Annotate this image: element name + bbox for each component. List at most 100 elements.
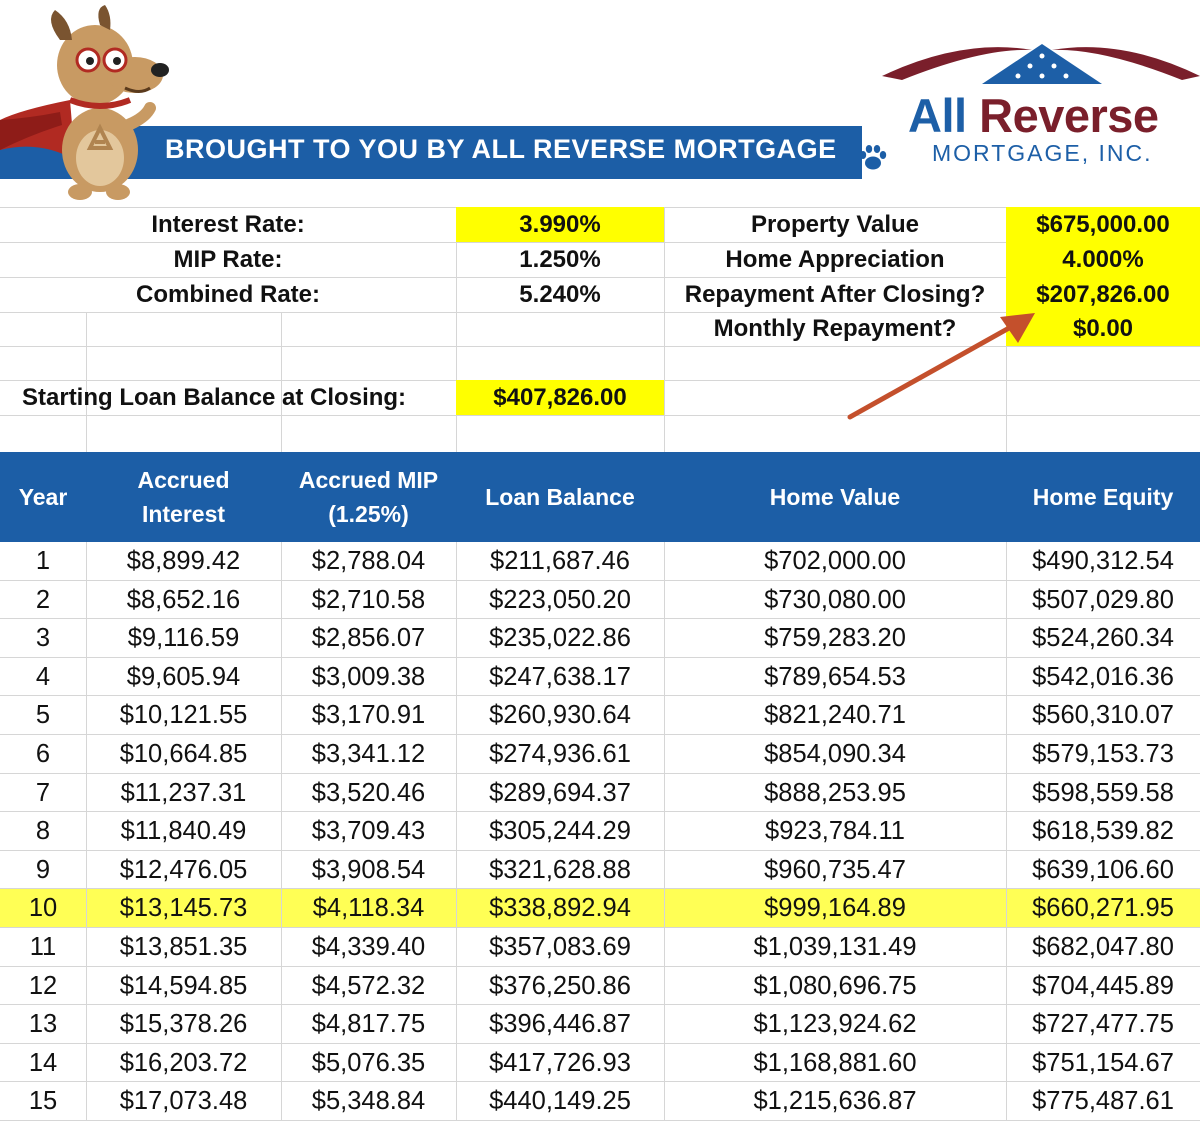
cell-year[interactable]: 11 bbox=[29, 933, 57, 961]
cell-loan-balance[interactable]: $417,726.93 bbox=[489, 1048, 631, 1077]
interest-rate-value[interactable]: 3.990% bbox=[519, 211, 601, 238]
cell-home-value[interactable]: $730,080.00 bbox=[764, 585, 906, 614]
table-row[interactable]: 7 $11,237.31 $3,520.46 $289,694.37 $888,253.… bbox=[0, 774, 1200, 813]
cell-home-value[interactable]: $1,168,881.60 bbox=[753, 1048, 917, 1077]
table-row[interactable]: 9 $12,476.05 $3,908.54 $321,628.88 $960,735.… bbox=[0, 851, 1200, 890]
table-row[interactable]: 12 $14,594.85 $4,572.32 $376,250.86 $1,080,6… bbox=[0, 967, 1200, 1006]
monthly-repayment-value[interactable]: $0.00 bbox=[1072, 315, 1134, 342]
cell-home-value[interactable]: $854,090.34 bbox=[764, 740, 906, 768]
cell-accrued-mip[interactable]: $5,076.35 bbox=[311, 1048, 426, 1077]
table-row[interactable]: 1 $8,899.42 $2,788.04 $211,687.46 $702,000.0… bbox=[0, 542, 1200, 581]
property-value-value[interactable]: $675,000.00 bbox=[1036, 211, 1170, 238]
cell-accrued-mip[interactable]: $3,908.54 bbox=[311, 855, 426, 884]
cell-loan-balance[interactable]: $321,628.88 bbox=[489, 855, 631, 884]
cell-accrued-mip[interactable]: $4,817.75 bbox=[311, 1010, 426, 1039]
cell-home-equity[interactable]: $579,153.73 bbox=[1032, 740, 1174, 768]
column-header-home-equity[interactable]: Home Equity bbox=[1032, 484, 1174, 510]
cell-accrued-mip[interactable]: $2,788.04 bbox=[311, 547, 426, 575]
cell-home-equity[interactable]: $507,029.80 bbox=[1032, 585, 1174, 614]
cell-loan-balance[interactable]: $247,638.17 bbox=[489, 662, 631, 691]
home-appreciation-value[interactable]: 4.000% bbox=[1062, 246, 1144, 273]
table-row[interactable]: 5 $10,121.55 $3,170.91 $260,930.64 $821,240.… bbox=[0, 696, 1200, 735]
cell-accrued-mip[interactable]: $4,118.34 bbox=[312, 894, 425, 923]
cell-accrued-interest[interactable]: $9,116.59 bbox=[127, 624, 240, 653]
cell-accrued-interest[interactable]: $13,145.73 bbox=[119, 894, 248, 923]
cell-home-equity[interactable]: $682,047.80 bbox=[1032, 933, 1174, 961]
column-header-home-value[interactable]: Home Value bbox=[769, 484, 901, 510]
cell-accrued-interest[interactable]: $14,594.85 bbox=[119, 971, 248, 1000]
cell-year[interactable]: 1 bbox=[35, 547, 51, 575]
cell-home-value[interactable]: $960,735.47 bbox=[764, 855, 906, 884]
table-row[interactable]: 8 $11,840.49 $3,709.43 $305,244.29 $923,784.… bbox=[0, 812, 1200, 851]
cell-year[interactable]: 10 bbox=[28, 894, 58, 923]
cell-accrued-interest[interactable]: $17,073.48 bbox=[119, 1087, 248, 1116]
cell-year[interactable]: 13 bbox=[28, 1010, 58, 1039]
cell-home-equity[interactable]: $490,312.54 bbox=[1032, 547, 1174, 575]
cell-year[interactable]: 15 bbox=[28, 1087, 58, 1116]
cell-accrued-interest[interactable]: $9,605.94 bbox=[126, 662, 241, 691]
cell-year[interactable]: 6 bbox=[35, 740, 51, 768]
combined-rate-value[interactable]: 5.240% bbox=[519, 281, 601, 308]
cell-accrued-mip[interactable]: $3,009.38 bbox=[311, 662, 426, 691]
table-row[interactable]: 10 $13,145.73 $4,118.34 $338,892.94 $999,164… bbox=[0, 889, 1200, 928]
table-row[interactable]: 13 $15,378.26 $4,817.75 $396,446.87 $1,123,9… bbox=[0, 1005, 1200, 1044]
cell-accrued-mip[interactable]: $3,170.91 bbox=[311, 701, 426, 730]
column-header-accrued-interest[interactable]: Accrued Interest bbox=[137, 467, 230, 527]
cell-home-equity[interactable]: $618,539.82 bbox=[1032, 817, 1174, 846]
cell-home-value[interactable]: $759,283.20 bbox=[764, 624, 906, 653]
cell-home-equity[interactable]: $560,310.07 bbox=[1032, 701, 1174, 730]
cell-accrued-mip[interactable]: $2,710.58 bbox=[311, 585, 426, 614]
cell-loan-balance[interactable]: $223,050.20 bbox=[489, 585, 631, 614]
cell-year[interactable]: 3 bbox=[35, 624, 51, 653]
cell-accrued-mip[interactable]: $2,856.07 bbox=[311, 624, 426, 653]
cell-accrued-interest[interactable]: $15,378.26 bbox=[119, 1010, 248, 1039]
cell-year[interactable]: 12 bbox=[28, 971, 58, 1000]
cell-accrued-mip[interactable]: $4,339.40 bbox=[311, 933, 426, 961]
cell-year[interactable]: 4 bbox=[35, 662, 51, 691]
cell-home-value[interactable]: $923,784.11 bbox=[765, 817, 905, 846]
cell-accrued-mip[interactable]: $3,520.46 bbox=[311, 778, 426, 807]
cell-accrued-interest[interactable]: $10,121.55 bbox=[119, 701, 248, 730]
cell-home-value[interactable]: $999,164.89 bbox=[764, 894, 906, 923]
cell-loan-balance[interactable]: $376,250.86 bbox=[489, 971, 631, 1000]
cell-year[interactable]: 14 bbox=[28, 1048, 58, 1077]
cell-home-value[interactable]: $1,215,636.87 bbox=[753, 1087, 917, 1116]
table-row[interactable]: 6 $10,664.85 $3,341.12 $274,936.61 $854,090.… bbox=[0, 735, 1200, 774]
cell-year[interactable]: 7 bbox=[35, 778, 51, 807]
mip-rate-value[interactable]: 1.250% bbox=[519, 246, 601, 273]
table-row[interactable]: 4 $9,605.94 $3,009.38 $247,638.17 $789,654.5… bbox=[0, 658, 1200, 697]
cell-home-value[interactable]: $1,039,131.49 bbox=[753, 933, 917, 961]
cell-accrued-interest[interactable]: $10,664.85 bbox=[119, 740, 248, 768]
cell-year[interactable]: 5 bbox=[35, 701, 51, 730]
column-header-year[interactable]: Year bbox=[18, 484, 68, 510]
cell-accrued-interest[interactable]: $16,203.72 bbox=[119, 1048, 248, 1077]
cell-loan-balance[interactable]: $211,687.46 bbox=[490, 547, 630, 575]
table-row[interactable]: 2 $8,652.16 $2,710.58 $223,050.20 $730,080.0… bbox=[0, 581, 1200, 620]
cell-home-value[interactable]: $821,240.71 bbox=[764, 701, 906, 730]
cell-accrued-interest[interactable]: $11,237.31 bbox=[120, 778, 247, 807]
cell-accrued-mip[interactable]: $5,348.84 bbox=[311, 1087, 426, 1116]
table-row[interactable]: 3 $9,116.59 $2,856.07 $235,022.86 $759,283.2… bbox=[0, 619, 1200, 658]
cell-loan-balance[interactable]: $396,446.87 bbox=[489, 1010, 631, 1039]
table-row[interactable]: 11 $13,851.35 $4,339.40 $357,083.69 $1,039,1… bbox=[0, 928, 1200, 967]
cell-loan-balance[interactable]: $357,083.69 bbox=[489, 933, 631, 961]
cell-accrued-interest[interactable]: $8,652.16 bbox=[126, 585, 241, 614]
cell-loan-balance[interactable]: $305,244.29 bbox=[489, 817, 631, 846]
cell-accrued-interest[interactable]: $11,840.49 bbox=[120, 817, 247, 846]
cell-home-equity[interactable]: $524,260.34 bbox=[1032, 624, 1174, 653]
cell-accrued-mip[interactable]: $4,572.32 bbox=[311, 971, 426, 1000]
column-header-loan-balance[interactable]: Loan Balance bbox=[485, 484, 635, 510]
cell-home-equity[interactable]: $727,477.75 bbox=[1032, 1010, 1174, 1039]
cell-loan-balance[interactable]: $440,149.25 bbox=[489, 1087, 631, 1116]
cell-year[interactable]: 8 bbox=[35, 817, 51, 846]
cell-home-equity[interactable]: $660,271.95 bbox=[1032, 894, 1174, 923]
cell-home-value[interactable]: $1,080,696.75 bbox=[753, 971, 917, 1000]
table-row[interactable]: 15 $17,073.48 $5,348.84 $440,149.25 $1,215,6… bbox=[0, 1082, 1200, 1121]
cell-loan-balance[interactable]: $260,930.64 bbox=[489, 701, 631, 730]
cell-loan-balance[interactable]: $289,694.37 bbox=[489, 778, 631, 807]
cell-year[interactable]: 2 bbox=[35, 585, 51, 614]
cell-home-value[interactable]: $1,123,924.62 bbox=[753, 1010, 917, 1039]
cell-accrued-mip[interactable]: $3,341.12 bbox=[311, 740, 426, 768]
table-row[interactable]: 14 $16,203.72 $5,076.35 $417,726.93 $1,168,8… bbox=[0, 1044, 1200, 1083]
cell-accrued-interest[interactable]: $13,851.35 bbox=[119, 933, 248, 961]
